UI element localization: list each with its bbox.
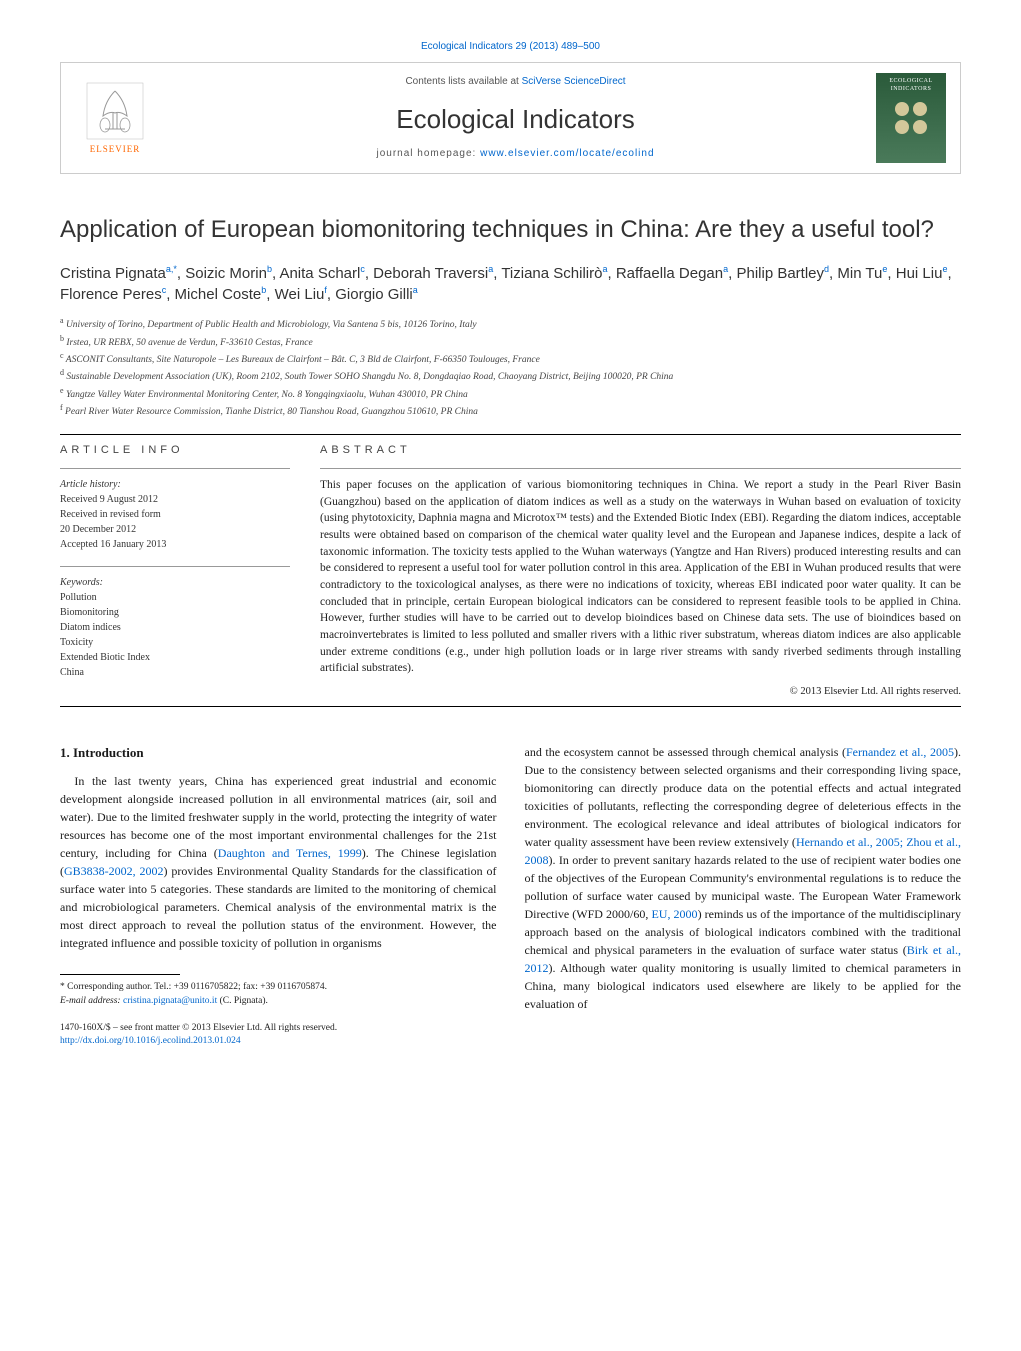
contents-label: Contents lists available at [405, 76, 521, 87]
journal-header-box: ELSEVIER Contents lists available at Sci… [60, 62, 961, 174]
authors-list: Cristina Pignataa,*, Soizic Morinb, Anit… [60, 263, 961, 305]
abstract-col: abstract This paper focuses on the appli… [320, 443, 961, 700]
homepage-label: journal homepage: [376, 148, 480, 159]
affiliations-list: a University of Torino, Department of Pu… [60, 315, 961, 419]
elsevier-logo: ELSEVIER [75, 73, 155, 163]
received-date: Received 9 August 2012 [60, 494, 158, 505]
elsevier-logo-text: ELSEVIER [90, 143, 141, 156]
keywords-list: PollutionBiomonitoringDiatom indicesToxi… [60, 592, 150, 678]
journal-ref: Ecological Indicators 29 (2013) 489–500 [60, 40, 961, 54]
footnotes-block: * Corresponding author. Tel.: +39 011670… [60, 981, 497, 1008]
abstract-copyright: © 2013 Elsevier Ltd. All rights reserved… [320, 685, 961, 700]
mini-rule-2 [60, 566, 290, 567]
intro-para-2: and the ecosystem cannot be assessed thr… [525, 743, 962, 1013]
info-abstract-row: article info Article history: Received 9… [60, 443, 961, 700]
history-label: Article history: [60, 477, 290, 492]
contents-available-line: Contents lists available at SciVerse Sci… [169, 75, 862, 89]
cover-title: ECOLOGICAL INDICATORS [880, 77, 942, 94]
abstract-text: This paper focuses on the application of… [320, 477, 961, 677]
corresponding-author: * Corresponding author. Tel.: +39 011670… [60, 981, 497, 994]
email-link[interactable]: cristina.pignata@unito.it [123, 996, 217, 1006]
bottom-info: 1470-160X/$ – see front matter © 2013 El… [60, 1022, 497, 1049]
issn-line: 1470-160X/$ – see front matter © 2013 El… [60, 1022, 497, 1035]
email-label: E-mail address: [60, 996, 123, 1006]
mini-rule-1 [60, 468, 290, 469]
abstract-label: abstract [320, 443, 961, 458]
article-info-label: article info [60, 443, 290, 458]
intro-para-1: In the last twenty years, China has expe… [60, 772, 497, 952]
header-center: Contents lists available at SciVerse Sci… [169, 75, 862, 161]
keywords-block: Keywords: PollutionBiomonitoringDiatom i… [60, 575, 290, 680]
rule-top [60, 434, 961, 435]
sciencedirect-link[interactable]: SciVerse ScienceDirect [522, 76, 626, 87]
homepage-link[interactable]: www.elsevier.com/locate/ecolind [480, 148, 654, 159]
email-who: (C. Pignata). [217, 996, 268, 1006]
article-history-block: Article history: Received 9 August 2012 … [60, 477, 290, 552]
keywords-label: Keywords: [60, 575, 290, 590]
elsevier-tree-icon [85, 81, 145, 141]
rule-bottom [60, 706, 961, 707]
article-title: Application of European biomonitoring te… [60, 214, 961, 245]
body-col-right: and the ecosystem cannot be assessed thr… [525, 743, 962, 1049]
article-info-col: article info Article history: Received 9… [60, 443, 290, 700]
mini-rule-3 [320, 468, 961, 469]
homepage-line: journal homepage: www.elsevier.com/locat… [169, 147, 862, 161]
body-col-left: 1. Introduction In the last twenty years… [60, 743, 497, 1049]
accepted-date: Accepted 16 January 2013 [60, 539, 166, 550]
revised-l2: 20 December 2012 [60, 524, 136, 535]
intro-heading: 1. Introduction [60, 743, 497, 763]
journal-cover-thumb: ECOLOGICAL INDICATORS [876, 73, 946, 163]
doi-link[interactable]: http://dx.doi.org/10.1016/j.ecolind.2013… [60, 1036, 241, 1046]
cover-graphic-icon [895, 102, 927, 134]
journal-name: Ecological Indicators [169, 101, 862, 137]
email-line: E-mail address: cristina.pignata@unito.i… [60, 995, 497, 1008]
body-columns: 1. Introduction In the last twenty years… [60, 743, 961, 1049]
revised-l1: Received in revised form [60, 509, 161, 520]
footnote-separator [60, 974, 180, 975]
